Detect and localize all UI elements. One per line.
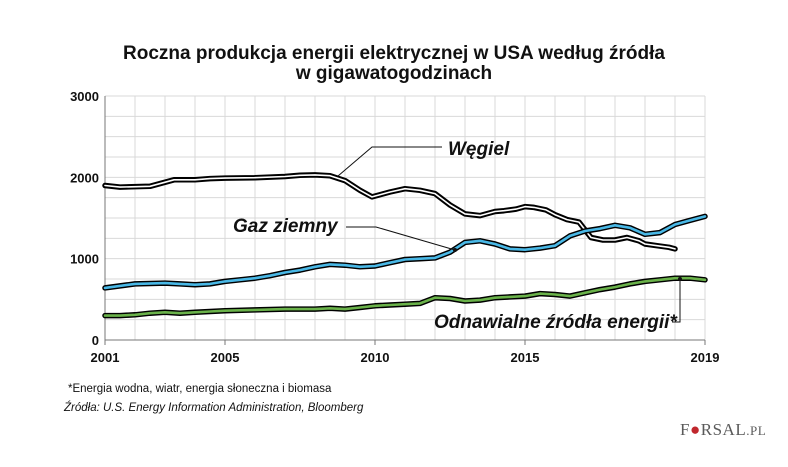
forsal-logo: F●RSAL.PL xyxy=(680,420,766,440)
logo-mark: ● xyxy=(689,420,701,439)
logo-suffix: .PL xyxy=(746,423,767,438)
footnote: *Energia wodna, wiatr, energia słoneczna… xyxy=(68,383,332,395)
source-note: Źródła: U.S. Energy Information Administ… xyxy=(64,402,364,414)
leader-line-gas xyxy=(346,226,456,251)
x-tick-label: 2001 xyxy=(91,350,120,365)
chart-title-line-1: Roczna produkcja energii elektrycznej w … xyxy=(123,43,665,64)
series-outline-coal xyxy=(102,172,678,252)
logo-rest: RSAL xyxy=(700,420,747,439)
y-tick-label: 3000 xyxy=(70,89,99,104)
label-renewables: Odnawialne źródła energii* xyxy=(434,277,682,333)
label-gas: Gaz ziemny xyxy=(233,216,457,252)
series-line-coal xyxy=(104,174,676,250)
x-tick-label: 2015 xyxy=(511,350,540,365)
x-axis-ticks: 2001 2005 2010 2015 2019 xyxy=(91,340,720,365)
series-line-renewables xyxy=(103,276,707,317)
leader-line-coal xyxy=(337,146,442,177)
series-line-gas xyxy=(103,215,707,290)
series-label-gas: Gaz ziemny xyxy=(233,216,339,237)
x-tick-label: 2005 xyxy=(211,350,240,365)
y-tick-label: 2000 xyxy=(70,170,99,185)
y-tick-label: 1000 xyxy=(70,252,99,267)
logo-prefix: F xyxy=(680,420,690,439)
y-axis-ticks: 0 1000 2000 3000 xyxy=(70,89,99,348)
x-tick-label: 2019 xyxy=(691,350,720,365)
chart-series xyxy=(102,172,708,319)
leader-line-renewables xyxy=(672,279,681,323)
chart-title: Roczna produkcja energii elektrycznej w … xyxy=(0,44,788,84)
chart-grid xyxy=(104,95,706,341)
label-coal: Węgiel xyxy=(337,139,510,177)
chart-title-line-2: w gigawatogodzinach xyxy=(295,63,493,84)
leader-dot-gas xyxy=(453,248,457,252)
chart-axes xyxy=(104,96,705,341)
series-label-renewables: Odnawialne źródła energii* xyxy=(434,312,678,333)
leader-dot-renewables xyxy=(678,277,682,281)
x-tick-label: 2010 xyxy=(361,350,390,365)
y-tick-label: 0 xyxy=(92,333,99,348)
series-label-coal: Węgiel xyxy=(448,139,510,160)
